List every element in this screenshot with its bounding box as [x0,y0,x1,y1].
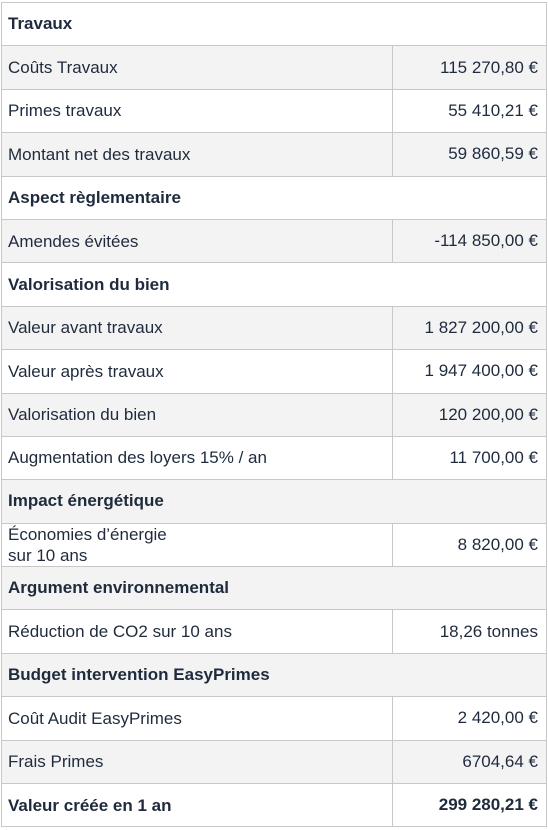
table-row: Réduction de CO2 sur 10 ans 18,26 tonnes [1,610,547,654]
section-header-environnement: Argument environnemental [1,567,547,611]
section-title: Impact énergétique [8,491,164,511]
row-label: Coûts Travaux [2,46,393,89]
section-title: Budget intervention EasyPrimes [8,665,270,685]
row-label: Augmentation des loyers 15% / an [2,436,393,480]
row-value: 1 827 200,00 € [424,317,538,337]
row-value: 120 200,00 € [438,404,538,424]
table-row: Valeur avant travaux 1 827 200,00 € [1,306,547,351]
row-label: Montant net des travaux [2,133,393,176]
section-title: Valorisation du bien [8,274,170,294]
row-label: Primes travaux [2,89,393,133]
row-label: Valeur avant travaux [2,306,393,350]
section-header-energie: Impact énergétique [1,480,547,524]
row-label: Amendes évitées [2,219,393,263]
total-value: 299 280,21 € [438,795,538,815]
row-label: Frais Primes [2,740,393,784]
row-value: 55 410,21 € [448,100,538,120]
table-row: Valorisation du bien 120 200,00 € [1,393,547,437]
row-value: 1 947 400,00 € [424,361,538,381]
table-row: Augmentation des loyers 15% / an 11 700,… [1,436,547,481]
section-header-reglementaire: Aspect règlementaire [1,176,547,220]
row-value: 8 820,00 € [457,534,538,554]
total-label: Valeur créée en 1 an [2,784,393,827]
section-title: Argument environnemental [8,578,230,598]
table-row: Économies d’énergie sur 10 ans 8 820,00 … [1,523,547,568]
table-row: Montant net des travaux 59 860,59 € [1,133,547,177]
row-value: 18,26 tonnes [439,621,538,641]
row-label: Valorisation du bien [2,393,393,436]
table-row: Valeur après travaux 1 947 400,00 € [1,350,547,394]
total-row: Valeur créée en 1 an 299 280,21 € [1,784,547,828]
table-row: Coûts Travaux 115 270,80 € [1,46,547,90]
table-row: Frais Primes 6704,64 € [1,740,547,785]
row-label-line1: Économies d’énergie [8,524,167,544]
table-row: Coût Audit EasyPrimes 2 420,00 € [1,697,547,741]
section-title: Aspect règlementaire [8,187,181,207]
row-value: 59 860,59 € [448,144,538,164]
section-header-budget: Budget intervention EasyPrimes [1,653,547,698]
row-value: -114 850,00 € [434,231,538,251]
row-label: Coût Audit EasyPrimes [2,697,393,740]
section-title: Travaux [8,14,73,34]
section-header-valorisation: Valorisation du bien [1,263,547,307]
row-label: Réduction de CO2 sur 10 ans [2,610,393,653]
row-value: 11 700,00 € [449,448,538,468]
row-value: 6704,64 € [462,751,538,771]
row-label-line2: sur 10 ans [8,545,88,565]
section-header-travaux: Travaux [1,3,547,47]
row-label: Valeur après travaux [2,350,393,393]
row-label: Économies d’énergie sur 10 ans [2,523,393,567]
table-row: Primes travaux 55 410,21 € [1,89,547,134]
row-value: 115 270,80 € [440,57,538,77]
table-row: Amendes évitées -114 850,00 € [1,219,547,264]
row-value: 2 420,00 € [457,708,538,728]
